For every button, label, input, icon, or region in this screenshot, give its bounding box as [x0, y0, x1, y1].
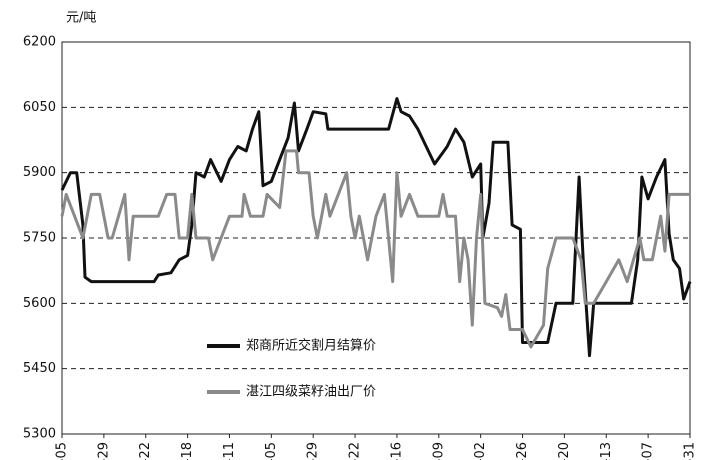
y-tick-label: 6200 [23, 35, 56, 50]
x-tick-label: -18 [180, 442, 195, 460]
x-tick-label: -31 [683, 442, 698, 460]
x-tick-label: -26 [515, 442, 530, 460]
x-tick-label: -02 [473, 442, 488, 460]
y-axis-unit: 元/吨 [66, 11, 96, 26]
x-tick-label: -20 [557, 442, 572, 460]
series-line [60, 97, 692, 358]
y-tick-label: 5450 [23, 361, 56, 376]
x-tick-label: -05 [55, 442, 70, 460]
plot-frame [61, 41, 691, 435]
x-tick-label: -16 [389, 442, 404, 460]
x-tick-label: -09 [431, 442, 446, 460]
x-tick-label: -05 [264, 442, 279, 460]
x-tick-label: -22 [348, 442, 363, 460]
x-tick-label: -07 [641, 442, 656, 460]
legend-label: 郑商所近交割月结算价 [246, 338, 376, 354]
y-tick-label: 5750 [23, 231, 56, 246]
x-tick-label: -22 [138, 442, 153, 460]
x-tick-label: -11 [222, 442, 237, 460]
y-tick-label: 5600 [23, 296, 56, 311]
y-tick-label: 5900 [23, 165, 56, 180]
x-tick-label: -29 [96, 442, 111, 460]
y-tick-label: 5300 [23, 427, 56, 442]
legend-label: 湛江四级菜籽油出厂价 [246, 385, 376, 400]
x-tick-label: -29 [306, 442, 321, 460]
series-line [60, 149, 690, 349]
x-tick-label: -13 [599, 442, 614, 460]
y-tick-label: 6050 [23, 100, 56, 115]
